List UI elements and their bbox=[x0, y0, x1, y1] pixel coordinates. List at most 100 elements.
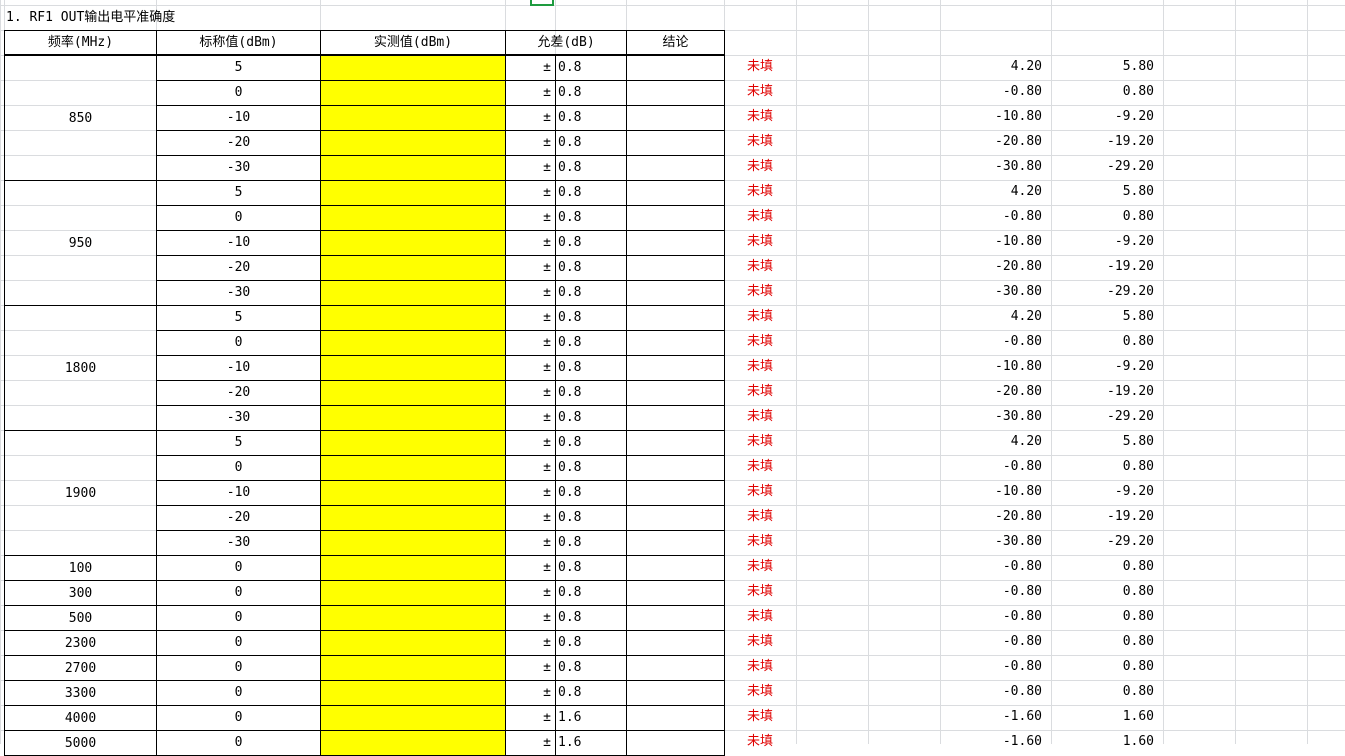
tolerance-symbol[interactable]: ± bbox=[505, 180, 556, 206]
nominal-cell[interactable]: -30 bbox=[156, 530, 321, 556]
status-unfilled[interactable]: 未填 bbox=[746, 384, 773, 399]
status-unfilled[interactable]: 未填 bbox=[746, 409, 773, 424]
tolerance-symbol[interactable]: ± bbox=[505, 80, 556, 106]
selected-cell-indicator[interactable] bbox=[530, 0, 554, 6]
tolerance-value[interactable]: 0.8 bbox=[555, 430, 627, 456]
tolerance-value[interactable]: 1.6 bbox=[555, 730, 627, 756]
tolerance-value[interactable]: 0.8 bbox=[555, 130, 627, 156]
measured-input[interactable] bbox=[320, 280, 506, 306]
upper-limit-cell[interactable]: 0.80 bbox=[1122, 559, 1154, 574]
nominal-cell[interactable]: 0 bbox=[156, 605, 321, 631]
tolerance-symbol[interactable]: ± bbox=[505, 430, 556, 456]
nominal-cell[interactable]: 5 bbox=[156, 430, 321, 456]
conclusion-cell[interactable] bbox=[626, 55, 725, 81]
upper-limit-cell[interactable]: -9.20 bbox=[1114, 359, 1154, 374]
lower-limit-cell[interactable]: -0.80 bbox=[1002, 609, 1042, 624]
tolerance-symbol[interactable]: ± bbox=[505, 105, 556, 131]
upper-limit-cell[interactable]: -19.20 bbox=[1107, 134, 1154, 149]
tolerance-symbol[interactable]: ± bbox=[505, 580, 556, 606]
lower-limit-cell[interactable]: -0.80 bbox=[1002, 684, 1042, 699]
nominal-cell[interactable]: 0 bbox=[156, 330, 321, 356]
status-unfilled[interactable]: 未填 bbox=[746, 209, 773, 224]
freq-cell[interactable]: 500 bbox=[4, 605, 157, 631]
upper-limit-cell[interactable]: 0.80 bbox=[1122, 84, 1154, 99]
conclusion-cell[interactable] bbox=[626, 705, 725, 731]
tolerance-symbol[interactable]: ± bbox=[505, 255, 556, 281]
tolerance-value[interactable]: 0.8 bbox=[555, 405, 627, 431]
nominal-cell[interactable]: -30 bbox=[156, 405, 321, 431]
tolerance-value[interactable]: 0.8 bbox=[555, 630, 627, 656]
upper-limit-cell[interactable]: 5.80 bbox=[1122, 59, 1154, 74]
tolerance-symbol[interactable]: ± bbox=[505, 655, 556, 681]
lower-limit-cell[interactable]: 4.20 bbox=[1010, 309, 1042, 324]
tolerance-symbol[interactable]: ± bbox=[505, 555, 556, 581]
tolerance-value[interactable]: 0.8 bbox=[555, 330, 627, 356]
upper-limit-cell[interactable]: 0.80 bbox=[1122, 584, 1154, 599]
measured-input[interactable] bbox=[320, 55, 506, 81]
header-tolerance[interactable]: 允差(dB) bbox=[505, 30, 627, 55]
lower-limit-cell[interactable]: -10.80 bbox=[995, 234, 1042, 249]
lower-limit-cell[interactable]: -20.80 bbox=[995, 509, 1042, 524]
nominal-cell[interactable]: -20 bbox=[156, 130, 321, 156]
lower-limit-cell[interactable]: -20.80 bbox=[995, 134, 1042, 149]
tolerance-value[interactable]: 0.8 bbox=[555, 480, 627, 506]
measured-input[interactable] bbox=[320, 205, 506, 231]
tolerance-symbol[interactable]: ± bbox=[505, 155, 556, 181]
status-unfilled[interactable]: 未填 bbox=[746, 609, 773, 624]
tolerance-value[interactable]: 0.8 bbox=[555, 280, 627, 306]
lower-limit-cell[interactable]: -30.80 bbox=[995, 534, 1042, 549]
tolerance-symbol[interactable]: ± bbox=[505, 505, 556, 531]
measured-input[interactable] bbox=[320, 580, 506, 606]
tolerance-value[interactable]: 1.6 bbox=[555, 705, 627, 731]
measured-input[interactable] bbox=[320, 480, 506, 506]
measured-input[interactable] bbox=[320, 505, 506, 531]
tolerance-value[interactable]: 0.8 bbox=[555, 680, 627, 706]
tolerance-symbol[interactable]: ± bbox=[505, 380, 556, 406]
status-unfilled[interactable]: 未填 bbox=[746, 109, 773, 124]
lower-limit-cell[interactable]: -0.80 bbox=[1002, 84, 1042, 99]
upper-limit-cell[interactable]: -29.20 bbox=[1107, 534, 1154, 549]
tolerance-symbol[interactable]: ± bbox=[505, 355, 556, 381]
tolerance-value[interactable]: 0.8 bbox=[555, 205, 627, 231]
nominal-cell[interactable]: 5 bbox=[156, 180, 321, 206]
nominal-cell[interactable]: -20 bbox=[156, 380, 321, 406]
conclusion-cell[interactable] bbox=[626, 180, 725, 206]
measured-input[interactable] bbox=[320, 230, 506, 256]
lower-limit-cell[interactable]: -20.80 bbox=[995, 259, 1042, 274]
tolerance-value[interactable]: 0.8 bbox=[555, 455, 627, 481]
conclusion-cell[interactable] bbox=[626, 555, 725, 581]
tolerance-symbol[interactable]: ± bbox=[505, 480, 556, 506]
status-unfilled[interactable]: 未填 bbox=[746, 634, 773, 649]
conclusion-cell[interactable] bbox=[626, 580, 725, 606]
conclusion-cell[interactable] bbox=[626, 155, 725, 181]
measured-input[interactable] bbox=[320, 255, 506, 281]
measured-input[interactable] bbox=[320, 630, 506, 656]
tolerance-value[interactable]: 0.8 bbox=[555, 530, 627, 556]
freq-cell[interactable]: 3300 bbox=[4, 680, 157, 706]
tolerance-symbol[interactable]: ± bbox=[505, 230, 556, 256]
conclusion-cell[interactable] bbox=[626, 380, 725, 406]
conclusion-cell[interactable] bbox=[626, 630, 725, 656]
nominal-cell[interactable]: 0 bbox=[156, 205, 321, 231]
tolerance-value[interactable]: 0.8 bbox=[555, 305, 627, 331]
status-unfilled[interactable]: 未填 bbox=[746, 709, 773, 724]
upper-limit-cell[interactable]: 0.80 bbox=[1122, 684, 1154, 699]
freq-cell[interactable]: 4000 bbox=[4, 705, 157, 731]
tolerance-value[interactable]: 0.8 bbox=[555, 605, 627, 631]
status-unfilled[interactable]: 未填 bbox=[746, 459, 773, 474]
nominal-cell[interactable]: 0 bbox=[156, 580, 321, 606]
lower-limit-cell[interactable]: -30.80 bbox=[995, 409, 1042, 424]
measured-input[interactable] bbox=[320, 655, 506, 681]
lower-limit-cell[interactable]: -10.80 bbox=[995, 359, 1042, 374]
freq-cell[interactable]: 850 bbox=[4, 55, 157, 181]
sheet-title[interactable]: 1. RF1 OUT输出电平准确度 bbox=[6, 10, 176, 25]
conclusion-cell[interactable] bbox=[626, 105, 725, 131]
lower-limit-cell[interactable]: -30.80 bbox=[995, 284, 1042, 299]
lower-limit-cell[interactable]: -0.80 bbox=[1002, 584, 1042, 599]
measured-input[interactable] bbox=[320, 355, 506, 381]
nominal-cell[interactable]: -30 bbox=[156, 155, 321, 181]
tolerance-symbol[interactable]: ± bbox=[505, 280, 556, 306]
upper-limit-cell[interactable]: -29.20 bbox=[1107, 409, 1154, 424]
tolerance-value[interactable]: 0.8 bbox=[555, 180, 627, 206]
